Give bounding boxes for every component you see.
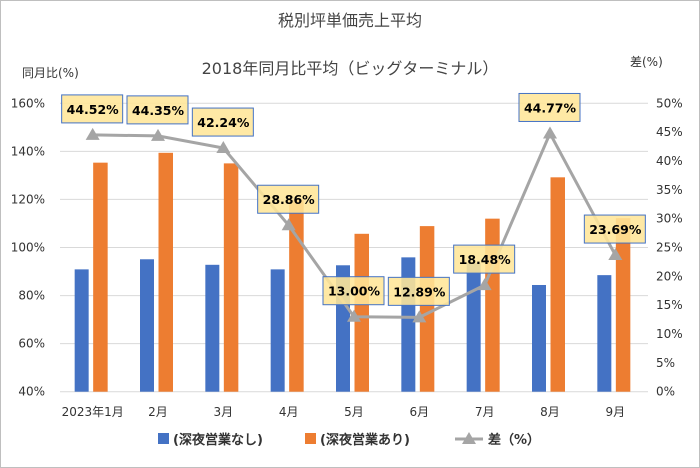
category-label: 4月 [279, 405, 299, 419]
category-label: 9月 [606, 405, 626, 419]
bar-late-night [615, 218, 631, 392]
right-tick-label: 45% [656, 125, 683, 139]
legend-label: (深夜営業あり) [320, 432, 410, 448]
right-tick-label: 25% [656, 241, 683, 255]
diff-marker [543, 126, 557, 139]
right-axis-title: 差(%) [630, 55, 663, 69]
bar-no-late-night [140, 259, 154, 392]
diff-marker [608, 248, 623, 261]
right-tick-label: 30% [656, 212, 683, 226]
legend-marker-triangle-icon [462, 432, 476, 444]
category-label: 2023年1月 [62, 405, 124, 419]
bar-no-late-night [205, 264, 220, 392]
right-tick-label: 5% [656, 356, 675, 370]
chart-subtitle: 2018年同月比平均（ビッグターミナル） [202, 59, 499, 78]
data-label: 18.48% [459, 252, 512, 267]
legend-swatch-no-late-night [158, 433, 169, 444]
data-label-box [191, 107, 254, 137]
data-label-box [453, 244, 516, 274]
category-label: 6月 [410, 405, 430, 419]
data-label-box [322, 276, 385, 306]
right-tick-label: 0% [656, 385, 675, 399]
diff-marker [477, 278, 492, 291]
data-label: 44.35% [132, 103, 185, 118]
category-label: 2月 [148, 405, 168, 419]
left-tick-label: 120% [11, 192, 45, 206]
category-label: 3月 [214, 405, 234, 419]
right-tick-label: 35% [656, 183, 683, 197]
left-axis-title: 同月比(%) [22, 66, 79, 80]
data-label: 23.69% [589, 222, 642, 237]
bar-late-night [550, 177, 565, 392]
bar-no-late-night [74, 269, 89, 392]
category-label: 5月 [344, 405, 364, 419]
data-label-box [61, 94, 124, 124]
left-tick-label: 140% [11, 144, 45, 158]
data-label: 44.77% [524, 100, 577, 115]
data-label-box [257, 184, 320, 214]
right-tick-label: 20% [656, 269, 683, 283]
diff-marker [412, 310, 427, 323]
chart-title: 税別坪単価売上平均 [278, 11, 422, 30]
data-label: 42.24% [197, 115, 250, 130]
data-label-box [583, 214, 646, 244]
diff-marker [347, 309, 361, 322]
data-label: 12.89% [393, 284, 446, 299]
bar-late-night [354, 233, 369, 392]
data-label: 44.52% [67, 102, 120, 117]
bar-late-night [93, 162, 108, 392]
right-tick-label: 15% [656, 298, 683, 312]
legend-label: 差（%） [488, 432, 540, 448]
diff-marker [85, 127, 100, 140]
bar-no-late-night [466, 263, 481, 392]
bar-late-night [289, 199, 304, 392]
right-tick-label: 50% [656, 96, 683, 110]
bar-no-late-night [270, 269, 285, 392]
data-label-box [387, 276, 450, 306]
legend-label: (深夜営業なし) [173, 432, 263, 448]
left-tick-label: 60% [18, 337, 45, 351]
left-tick-label: 80% [18, 289, 45, 303]
data-label-box [126, 95, 189, 125]
diff-marker [151, 128, 165, 141]
legend-swatch-late-night [305, 433, 316, 444]
right-tick-label: 40% [656, 154, 683, 168]
right-tick-label: 10% [656, 327, 683, 341]
bar-no-late-night [532, 284, 546, 392]
bar-late-night [158, 152, 173, 392]
data-label: 28.86% [263, 192, 316, 207]
bar-late-night [223, 163, 239, 392]
data-label-box [518, 92, 581, 122]
left-tick-label: 160% [11, 96, 45, 110]
data-label: 13.00% [328, 284, 381, 299]
bar-no-late-night [597, 275, 612, 392]
category-label: 7月 [475, 405, 495, 419]
diff-marker [216, 141, 231, 154]
left-tick-label: 40% [18, 385, 45, 399]
category-label: 8月 [540, 405, 560, 419]
left-tick-label: 100% [11, 241, 45, 255]
diff-marker [281, 218, 296, 231]
bar-late-night [419, 226, 435, 392]
